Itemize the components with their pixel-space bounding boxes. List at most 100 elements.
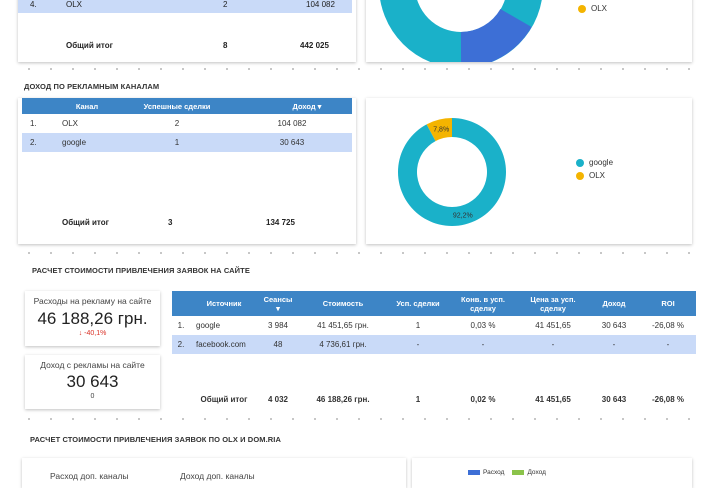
legend-dot-google	[576, 158, 584, 167]
grid-dots	[18, 68, 698, 70]
legend-swatch-income	[512, 470, 525, 475]
legend-swatch-spend	[468, 470, 480, 475]
olx-chart-legend: Расход Доход	[468, 469, 546, 476]
col-revenue[interactable]: Доход	[588, 291, 640, 316]
row-price: 41 451,65	[535, 321, 571, 330]
olx-income-label: Доход доп. каналы	[180, 471, 255, 481]
income-donut-chart: 7,8% 92,2%	[398, 118, 506, 227]
row-roi: -	[640, 335, 696, 354]
top-table-partial-row[interactable]: 4. OLX 2 104 082	[18, 0, 352, 13]
row-deals: 2	[223, 0, 228, 9]
col-price[interactable]: Цена за усп. сделку	[518, 291, 588, 316]
row-deals: 2	[174, 119, 180, 128]
total-conv: 0,02 %	[470, 394, 496, 404]
row-conv: -	[448, 335, 518, 354]
total-label: Общий итог	[62, 218, 109, 227]
total-num	[172, 388, 190, 410]
row-roi: -26,08 %	[651, 321, 685, 330]
total-deals: 3	[168, 218, 173, 227]
total-revenue: 134 725	[266, 218, 295, 227]
col-revenue[interactable]: Доход ▾	[232, 98, 352, 114]
top-table-total-row: Общий итог 8 442 025	[18, 38, 352, 56]
total-cost: 46 188,26 грн.	[316, 394, 370, 404]
row-revenue: 30 643	[232, 133, 352, 152]
col-sessions-label: Сеансы	[263, 294, 293, 304]
total-revenue: 442 025	[300, 41, 329, 50]
total-roi: -26,08 %	[651, 394, 685, 404]
income-section-title: ДОХОД ПО РЕКЛАМНЫМ КАНАЛАМ	[24, 82, 160, 91]
slice-label-olx: 7,8%	[433, 126, 449, 133]
row-num: 2.	[22, 133, 52, 152]
income-donut-legend: google OLX	[576, 158, 613, 184]
olx-spend-label: Расход доп. каналы	[50, 471, 129, 481]
grid-dots	[18, 418, 698, 420]
row-channel: google	[52, 133, 122, 152]
row-channel: OLX	[66, 0, 83, 9]
table-row[interactable]: 1. OLX 2 104 082	[22, 114, 352, 133]
row-price: -	[518, 335, 588, 354]
scorecard-income-value: 30 643	[66, 372, 119, 391]
top-donut-blue-segment	[460, 8, 532, 62]
row-cost: 41 451,65 грн.	[317, 321, 369, 330]
scorecard-income-label: Доход с рекламы на сайте	[40, 360, 145, 370]
row-num: 1.	[30, 119, 37, 128]
scorecard-income: Доход с рекламы на сайте 30 643 0	[25, 355, 160, 409]
col-num	[22, 98, 52, 114]
row-num: 4.	[30, 0, 37, 9]
top-donut-legend: OLX	[578, 4, 607, 17]
legend-item-google: google	[576, 158, 613, 167]
legend-label-google: google	[589, 158, 614, 167]
total-deals: 1	[415, 394, 421, 404]
legend-dot-olx	[576, 171, 584, 180]
row-revenue: -	[588, 335, 640, 354]
row-deals: -	[388, 335, 448, 354]
row-sessions: 3 984	[267, 321, 289, 330]
sort-arrow-icon: ▾	[276, 303, 280, 313]
row-channel: OLX	[62, 119, 79, 128]
row-revenue: 104 082	[306, 0, 335, 9]
income-table: Канал Успешные сделки Доход ▾ 1. OLX 2 1…	[22, 98, 352, 152]
col-deals[interactable]: Усп. сделки	[388, 291, 448, 316]
col-roi[interactable]: ROI	[640, 291, 696, 316]
col-channel[interactable]: Канал	[52, 98, 122, 114]
legend-item-olx: OLX	[578, 4, 607, 13]
olx-section-title: РАСЧЕТ СТОИМОСТИ ПРИВЛЕЧЕНИЯ ЗАЯВОК ПО O…	[30, 435, 281, 444]
row-cost: 4 736,61 грн.	[298, 335, 388, 354]
row-revenue: 104 082	[277, 119, 307, 128]
legend-dot-olx	[578, 4, 586, 13]
grid-dots	[18, 252, 698, 254]
donut-slice-google[interactable]	[398, 118, 506, 227]
olx-chart-card: Расход Доход	[412, 458, 692, 488]
scorecard-income-delta: 0	[90, 393, 95, 400]
table-row[interactable]: 2. facebook.com 48 4 736,61 грн. - - - -…	[172, 335, 696, 354]
row-source: google	[196, 321, 221, 330]
total-revenue: 30 643	[601, 394, 627, 404]
scorecard-spend: Расходы на рекламу на сайте 46 188,26 гр…	[25, 291, 160, 346]
top-donut-card: OLX	[366, 0, 692, 62]
table-row[interactable]: 2. google 1 30 643	[22, 133, 352, 152]
row-num: 1.	[177, 321, 185, 330]
col-cost[interactable]: Стоимость	[298, 291, 388, 316]
col-deals[interactable]: Успешные сделки	[122, 98, 232, 114]
row-deals: 1	[122, 133, 232, 152]
legend-label-olx: OLX	[591, 4, 608, 13]
scorecard-spend-value: 46 188,26 грн.	[37, 309, 148, 328]
cost-table: Источник Сеансы ▾ Стоимость Усп. сделки К…	[172, 291, 696, 354]
legend-label-olx: OLX	[589, 171, 606, 180]
total-label: Общий итог	[200, 394, 248, 404]
total-deals: 8	[223, 41, 228, 50]
slice-label-google: 92,2%	[453, 213, 473, 220]
col-conv[interactable]: Конв. в усп. сделку	[448, 291, 518, 316]
row-sessions: 48	[258, 335, 298, 354]
top-channel-table-card: 4. OLX 2 104 082 Общий итог 8 442 025	[18, 0, 356, 62]
total-label: Общий итог	[66, 41, 113, 50]
legend-item-olx: OLX	[576, 171, 613, 180]
col-sessions[interactable]: Сеансы ▾	[258, 291, 298, 316]
col-source[interactable]: Источник	[190, 291, 258, 316]
legend-label-spend: Расход	[483, 469, 505, 476]
table-row[interactable]: 1. google 3 984 41 451,65 грн. 1 0,03 % …	[172, 316, 696, 335]
row-conv: 0,03 %	[470, 321, 496, 330]
cost-section-title: РАСЧЕТ СТОИМОСТИ ПРИВЛЕЧЕНИЯ ЗАЯВОК НА С…	[32, 266, 250, 275]
donut-slice-olx[interactable]	[426, 118, 452, 142]
cost-table-total: Общий итог 4 032 46 188,26 грн. 1 0,02 %…	[172, 388, 696, 410]
